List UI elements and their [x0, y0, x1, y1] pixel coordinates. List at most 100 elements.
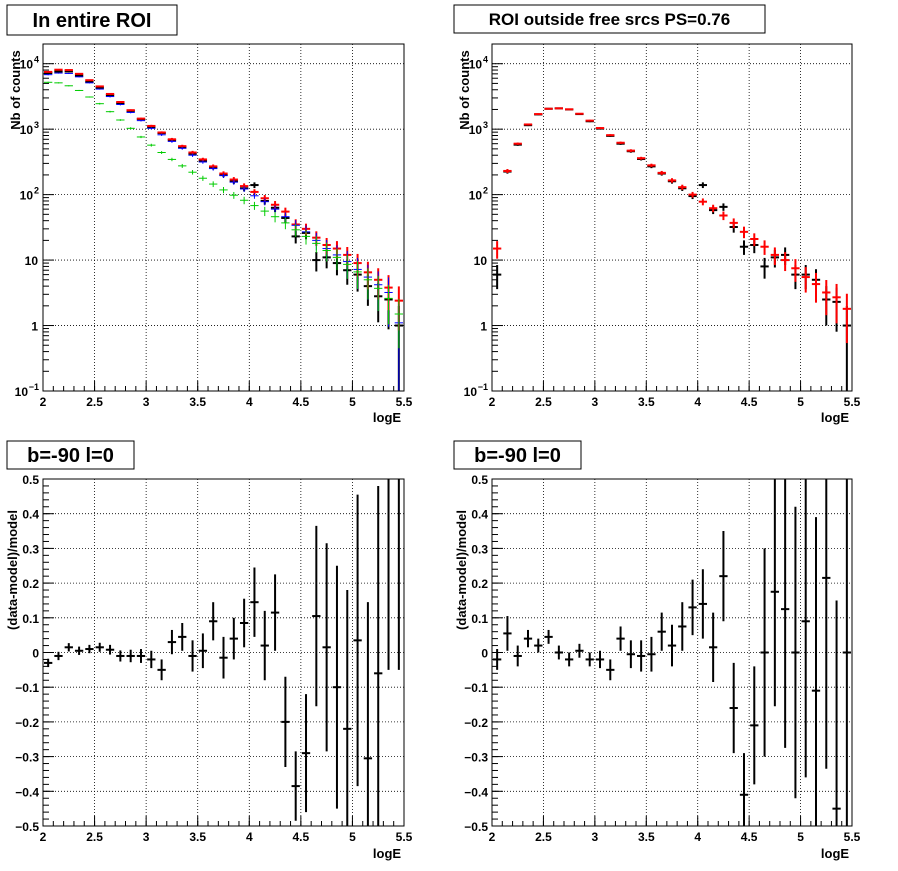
x-tick-label: 2.5 — [86, 395, 103, 409]
x-tick-label: 5 — [349, 830, 356, 844]
y-tick-label: −0.1 — [15, 681, 39, 695]
panel-title-box — [6, 4, 178, 36]
data-point — [167, 157, 177, 162]
data-point — [384, 285, 393, 325]
data-point — [781, 252, 790, 272]
data-point — [219, 173, 228, 179]
data-point — [493, 241, 502, 259]
x-axis-title: logE — [821, 846, 849, 861]
y-tick-label: 0 — [481, 647, 488, 661]
x-tick-label: 2 — [489, 830, 496, 844]
panel-residual-left: 2 2.5 3 3.5 4 4.5 5 5.5 −0.5 −0.4 −0.3 −0.2 −0.1 0 0.1… — [5, 440, 413, 861]
y-tick-label: 10 — [15, 385, 29, 399]
data-point — [301, 230, 311, 245]
data-point — [688, 579, 697, 636]
data-point — [332, 565, 342, 809]
data-point — [301, 694, 311, 813]
data-point — [565, 108, 574, 111]
data-point — [239, 196, 249, 205]
data-point — [250, 201, 259, 210]
data-point — [64, 72, 73, 75]
plot-area — [43, 44, 404, 391]
y-tick-label: −0.3 — [15, 751, 39, 765]
data-point — [544, 629, 553, 644]
data-point — [811, 517, 821, 826]
data-point — [554, 645, 563, 660]
plot-frame — [42, 478, 405, 827]
data-point — [116, 103, 125, 106]
data-point — [95, 88, 104, 90]
data-point — [198, 160, 208, 164]
y-tick-label: 10 — [474, 254, 488, 268]
data-point — [801, 267, 810, 293]
data-point — [188, 153, 197, 157]
x-tick-label: 2 — [489, 395, 496, 409]
y-tick-label: 10 — [25, 254, 39, 268]
series — [44, 479, 400, 826]
data-point — [116, 101, 125, 104]
x-tick-label: 4.5 — [741, 830, 758, 844]
data-point — [116, 650, 125, 662]
data-point — [44, 74, 53, 76]
data-point — [147, 124, 156, 128]
data-point — [523, 123, 533, 126]
data-point — [44, 658, 53, 668]
x-axis-title: logE — [821, 410, 849, 425]
data-point — [157, 131, 166, 134]
y-tick-label: −0.2 — [15, 716, 39, 730]
data-point — [657, 170, 666, 175]
data-point — [126, 127, 135, 130]
data-point — [729, 218, 738, 229]
data-point — [64, 85, 73, 87]
data-point — [178, 623, 187, 651]
data-point — [178, 163, 187, 168]
data-point — [239, 186, 249, 192]
data-point — [781, 479, 790, 748]
x-tick-label: 3 — [143, 830, 150, 844]
data-point — [209, 602, 218, 641]
y-tick-label: 0.1 — [22, 612, 39, 626]
data-point — [688, 191, 697, 198]
y-tick-exponent: 4 — [34, 55, 39, 65]
y-tick-label: 0 — [32, 647, 39, 661]
data-point — [74, 72, 84, 75]
data-point — [322, 543, 331, 752]
data-point — [322, 242, 331, 262]
x-tick-label: 3 — [592, 830, 599, 844]
y-tick-label: 1 — [31, 320, 38, 334]
data-point — [493, 649, 502, 670]
data-point — [678, 602, 687, 651]
panel-title-box — [453, 440, 582, 470]
y-tick-label: −0.5 — [464, 820, 488, 834]
data-point — [260, 206, 269, 217]
data-point — [64, 69, 73, 72]
data-point — [105, 110, 115, 113]
data-point — [219, 186, 228, 194]
data-point — [167, 629, 177, 655]
data-point — [770, 247, 779, 266]
data-point — [250, 182, 259, 189]
data-point — [126, 649, 135, 663]
data-point — [739, 226, 749, 239]
plot-frame — [491, 43, 853, 392]
y-tick-label: 10 — [20, 58, 34, 72]
y-tick-label: −0.1 — [464, 681, 488, 695]
data-point — [534, 113, 543, 116]
x-tick-label: 5.5 — [396, 830, 413, 844]
plot-frame — [491, 478, 853, 827]
data-point — [667, 624, 677, 667]
data-point — [606, 659, 615, 681]
data-point — [126, 109, 135, 112]
data-point — [281, 676, 290, 768]
data-point — [832, 600, 841, 826]
data-point — [157, 151, 166, 154]
data-point — [312, 236, 321, 253]
data-point — [291, 751, 300, 821]
data-point — [157, 659, 166, 681]
data-point — [523, 629, 533, 648]
y-tick-label: −0.5 — [15, 820, 39, 834]
data-point — [595, 650, 605, 669]
x-tick-label: 5 — [797, 830, 804, 844]
